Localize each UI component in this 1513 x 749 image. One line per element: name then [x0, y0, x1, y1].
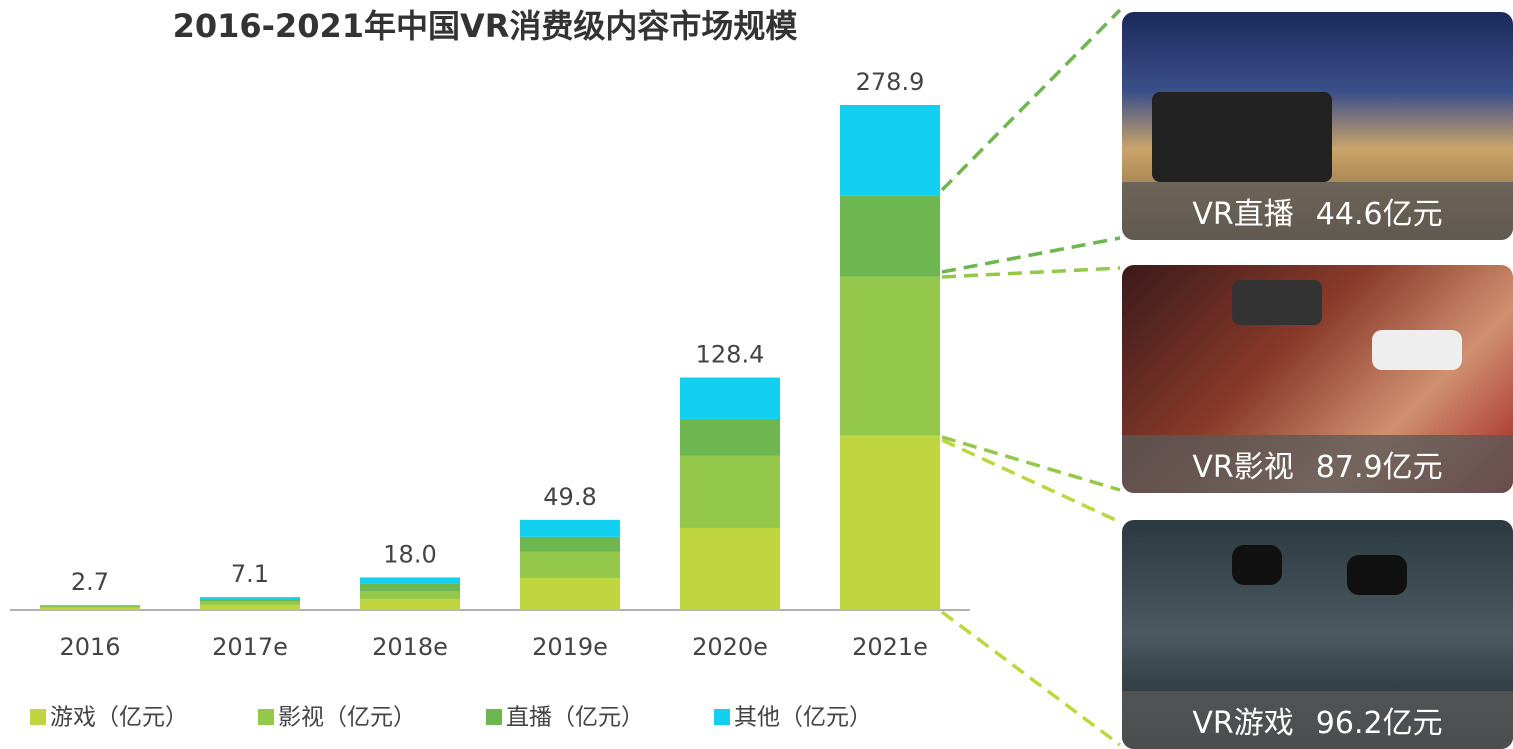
panel-value: 87.9亿元 — [1316, 442, 1443, 486]
total-label: 18.0 — [383, 540, 436, 568]
x-tick-label: 2019e — [532, 633, 608, 661]
x-tick-label: 2016 — [59, 633, 120, 661]
panel-number: 87.9 — [1316, 450, 1383, 485]
headset-shape — [1372, 330, 1462, 370]
bar-segment — [40, 608, 140, 610]
total-label: 49.8 — [543, 483, 596, 511]
total-label: 7.1 — [231, 560, 269, 588]
bar-segment — [840, 277, 940, 436]
panel-number: 96.2 — [1316, 706, 1383, 741]
bar-segment — [840, 105, 940, 196]
bar-segment — [360, 599, 460, 610]
legend-label: 直播（亿元） — [506, 705, 644, 731]
legend-swatch — [30, 709, 46, 725]
legend-swatch — [714, 709, 730, 725]
x-tick-label: 2020e — [692, 633, 768, 661]
bar-segment — [40, 606, 140, 607]
total-label: 2.7 — [71, 568, 109, 596]
headset-shape — [1232, 545, 1282, 585]
panel-label: VR游戏 — [1192, 698, 1293, 742]
panel-number: 44.6 — [1316, 197, 1383, 232]
bar-segment — [520, 537, 620, 552]
legend-label: 影视（亿元） — [278, 705, 416, 731]
headset-shape — [1347, 555, 1407, 595]
panel-unit: 亿元 — [1383, 706, 1443, 741]
panel-unit: 亿元 — [1383, 450, 1443, 485]
bar-segment — [520, 520, 620, 537]
bar-segment — [680, 456, 780, 528]
panel-live: VR直播 44.6亿元 — [1122, 12, 1513, 240]
page: 2016-2021年中国VR消费级内容市场规模 2.7 2016 7.1 2017e 1… — [0, 0, 1513, 749]
bar-segment — [680, 378, 780, 419]
bar-segment — [200, 602, 300, 605]
chart: 2016-2021年中国VR消费级内容市场规模 2.7 2016 7.1 2017e 1… — [0, 0, 1120, 749]
panel-label: VR影视 — [1192, 442, 1293, 486]
bar-segment — [200, 599, 300, 601]
bar-segment — [40, 607, 140, 608]
headset-shape — [1232, 280, 1322, 325]
bar-segment — [520, 578, 620, 610]
legend-label: 游戏（亿元） — [50, 705, 188, 731]
bar-segment — [40, 605, 140, 606]
panel-value: 44.6亿元 — [1316, 189, 1443, 233]
chart-title: 2016-2021年中国VR消费级内容市场规模 — [173, 7, 798, 45]
total-label: 278.9 — [856, 68, 925, 96]
panel-value: 96.2亿元 — [1316, 698, 1443, 742]
bar-segment — [680, 419, 780, 456]
bar-segment — [360, 584, 460, 591]
bar-segment — [360, 577, 460, 584]
x-tick-label: 2018e — [372, 633, 448, 661]
panel-caption: VR直播 44.6亿元 — [1122, 182, 1513, 240]
total-label: 128.4 — [696, 341, 765, 369]
bar-segment — [360, 591, 460, 599]
legend-label: 其他（亿元） — [734, 705, 872, 731]
x-tick-label: 2021e — [852, 633, 928, 661]
bar-segment — [200, 597, 300, 599]
legend-swatch — [486, 709, 502, 725]
panel-caption: VR游戏 96.2亿元 — [1122, 691, 1513, 749]
legend-swatch — [258, 709, 274, 725]
bar-segment — [840, 196, 940, 277]
camera-shape — [1152, 92, 1332, 182]
panel-film: VR影视 87.9亿元 — [1122, 265, 1513, 493]
panel-caption: VR影视 87.9亿元 — [1122, 435, 1513, 493]
bar-segment — [200, 605, 300, 610]
bar-segment — [680, 528, 780, 610]
bar-segment — [520, 552, 620, 578]
panel-game: VR游戏 96.2亿元 — [1122, 520, 1513, 749]
bar-segment — [840, 436, 940, 610]
panel-unit: 亿元 — [1383, 197, 1443, 232]
panel-label: VR直播 — [1192, 189, 1293, 233]
x-tick-label: 2017e — [212, 633, 288, 661]
